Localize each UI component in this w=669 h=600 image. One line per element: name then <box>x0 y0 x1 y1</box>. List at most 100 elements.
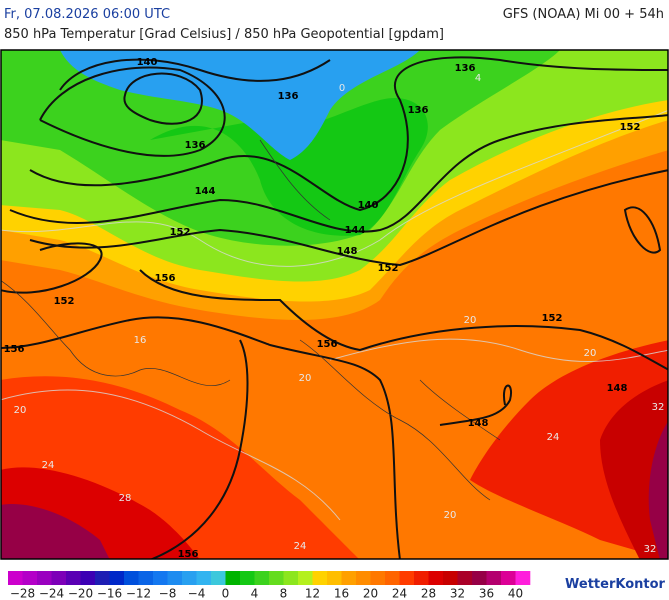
map-frame <box>0 49 669 560</box>
temperature-label: 20 <box>14 405 27 416</box>
colorbar-tick-label: 40 <box>508 587 523 600</box>
color-swatch <box>211 571 226 585</box>
color-swatch <box>124 571 139 585</box>
contour <box>9 114 668 233</box>
color-swatch <box>414 571 429 585</box>
temperature-label: 20 <box>444 510 457 521</box>
color-swatch <box>327 571 342 585</box>
geopotential-label: 136 <box>185 140 206 151</box>
coastline <box>1 139 501 501</box>
map: 140 136 136 136 136 144 140 144 148 152 152 152 156 1… <box>0 49 669 560</box>
colorbar-tick-label: 32 <box>450 587 465 600</box>
geopotential-label: 156 <box>155 273 176 284</box>
temperature-label: 24 <box>294 541 307 552</box>
colorbar-tick-label: 16 <box>334 587 349 600</box>
model-run: GFS (NOAA) Mi 00 + 54h <box>503 7 664 22</box>
logo: WetterKontor <box>565 577 666 592</box>
contour <box>439 206 662 426</box>
geopotential-label: 152 <box>542 313 563 324</box>
geopotential-labels: 140 136 136 136 136 144 140 144 148 152 152 152 156 1… <box>4 57 641 560</box>
color-swatch <box>80 571 96 585</box>
temperature-label: 32 <box>644 544 657 555</box>
geopotential-label: 152 <box>620 122 641 133</box>
colorbar-tick-label: −8 <box>159 587 177 600</box>
color-swatch <box>240 571 255 585</box>
temperature-label: 4 <box>475 73 481 84</box>
color-swatch <box>385 571 400 585</box>
colorbar-tick-label: 12 <box>305 587 320 600</box>
geopotential-label: 136 <box>278 91 299 102</box>
contour <box>1 242 668 371</box>
geopotential-label: 144 <box>345 225 366 236</box>
colorbar-tick-label: −12 <box>126 587 151 600</box>
isotherm <box>1 389 341 521</box>
geopotential-label: 156 <box>4 344 25 355</box>
colorbar-tick-label: 0 <box>222 587 230 600</box>
colorbar-tick-label: −16 <box>97 587 122 600</box>
color-swatch <box>283 571 299 585</box>
geopotential-label: 148 <box>468 418 489 429</box>
field-darkgreen <box>150 98 428 236</box>
colorbar: −28 −24 −20 −16 −12 −8 −4 0 4 8 12 16 20 24 28 32 36 40 <box>8 571 531 600</box>
contour <box>1 316 401 559</box>
color-swatch <box>22 571 38 585</box>
colorbar-tick-label: 4 <box>251 587 259 600</box>
contour <box>149 339 249 559</box>
color-swatch <box>95 571 110 585</box>
datetime: Fr, 07.08.2026 06:00 UTC <box>4 7 170 22</box>
color-swatch <box>225 571 241 585</box>
geopotential-label: 156 <box>317 339 338 350</box>
map-fields <box>1 50 668 559</box>
colorbar-tick-label: 36 <box>479 587 494 600</box>
contour <box>123 72 203 125</box>
color-swatch <box>370 571 386 585</box>
colorbar-tick-label: 28 <box>421 587 436 600</box>
color-swatch <box>254 571 270 585</box>
color-swatch <box>515 571 531 585</box>
color-swatch <box>196 571 212 585</box>
color-swatch <box>399 571 415 585</box>
geopotential-label: 148 <box>607 383 628 394</box>
temperature-label: 20 <box>584 348 597 359</box>
colorbar-tick-label: −20 <box>68 587 93 600</box>
geopotential-label: 156 <box>178 549 199 560</box>
geopotential-label: 136 <box>455 63 476 74</box>
color-swatch <box>153 571 168 585</box>
temperature-label: 20 <box>464 315 477 326</box>
isotherm <box>329 338 668 362</box>
field-blue <box>60 50 420 160</box>
color-swatch <box>501 571 516 585</box>
geopotential-label: 140 <box>137 57 158 68</box>
temperature-label: 28 <box>119 493 132 504</box>
field-maroon-west <box>1 504 110 559</box>
color-swatch <box>428 571 444 585</box>
temperature-label: 32 <box>652 402 665 413</box>
colorbar-tick-label: −24 <box>39 587 64 600</box>
color-swatch <box>269 571 284 585</box>
color-swatch <box>298 571 313 585</box>
color-swatch <box>356 571 371 585</box>
geopotential-label: 152 <box>170 227 191 238</box>
color-swatch <box>312 571 328 585</box>
geopotential-label: 152 <box>54 296 75 307</box>
temperature-label: 20 <box>299 373 312 384</box>
color-swatch <box>51 571 67 585</box>
colorbar-tick-label: −4 <box>188 587 206 600</box>
color-swatch <box>138 571 154 585</box>
geopotential-label: 148 <box>337 246 358 257</box>
geopotential-label: 136 <box>408 105 429 116</box>
contour <box>29 169 668 267</box>
field-maroon-east <box>648 421 668 559</box>
color-swatch <box>8 571 23 585</box>
colorbar-tick-label: −28 <box>10 587 35 600</box>
temperature-label: 0 <box>339 83 345 94</box>
temperature-label: 16 <box>134 335 147 346</box>
temperature-label: 24 <box>547 432 560 443</box>
color-swatch <box>167 571 183 585</box>
color-swatch <box>66 571 81 585</box>
color-swatch <box>443 571 458 585</box>
contour <box>29 56 668 212</box>
colorbar-tick-label: 20 <box>363 587 378 600</box>
